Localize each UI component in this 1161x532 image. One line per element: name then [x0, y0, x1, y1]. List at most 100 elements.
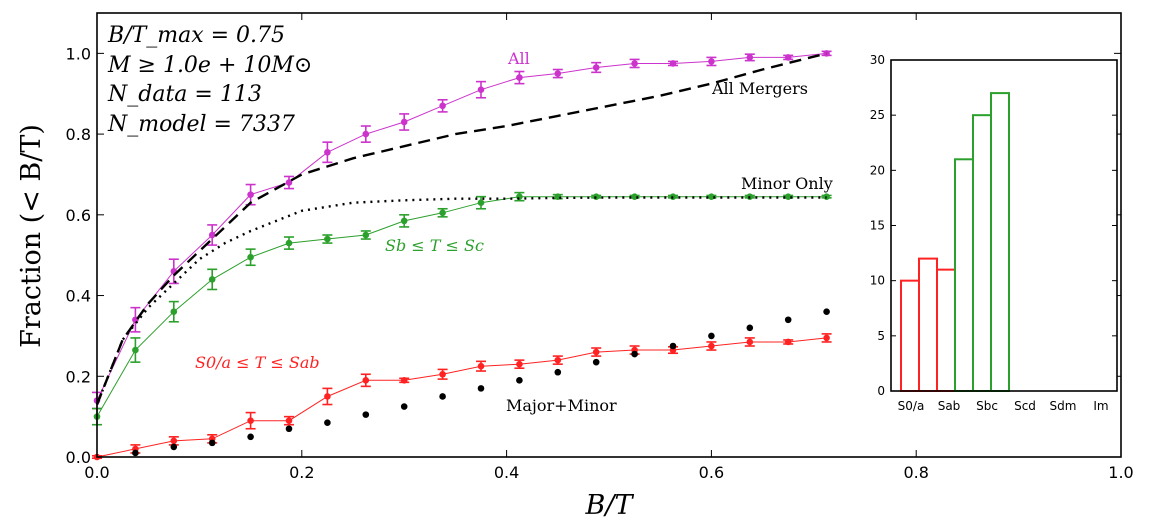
series-1-point: [439, 209, 446, 217]
series-1-line: [96, 196, 827, 417]
x-tick-label: 0.6: [699, 463, 724, 482]
series-0-point: [439, 102, 446, 110]
label-minor-only: Minor Only: [741, 174, 833, 193]
series-0-point: [362, 130, 370, 138]
series-1-point: [631, 193, 638, 200]
annotation-bt-max: B/T_max = 0.75: [107, 23, 285, 48]
series-2-point: [784, 338, 792, 346]
series-2-point: [554, 356, 562, 364]
major-minor-point: [247, 433, 254, 441]
major-minor-point: [669, 342, 677, 350]
major-minor-point: [592, 358, 600, 366]
major-minor-point: [170, 443, 178, 451]
annotation-n-model: N_model = 7337: [107, 112, 295, 137]
inset-y-tick-label: 5: [877, 329, 885, 343]
x-tick-label: 0.4: [494, 463, 519, 482]
annotation-mass: M ≥ 1.0e + 10M⊙: [107, 53, 312, 78]
main-plot: 0.0 0.2 0.4 0.6 0.8 1.0 0.0 0.2 0.4 0.6 0.8 1.0: [66, 12, 1134, 482]
y-tick-label: 0.8: [66, 125, 91, 144]
inset-chart: 0 5 10 15 20 25 30 S0/a Sab Sbc Scd Sdm Im: [870, 53, 1118, 413]
series-2-point: [170, 437, 178, 445]
inset-x-tick-label: Sbc: [976, 399, 998, 413]
major-minor-point: [631, 350, 638, 358]
inset-y-tick-label: 25: [870, 108, 885, 122]
series-1-point: [400, 217, 408, 225]
y-tick-label: 1.0: [66, 44, 91, 63]
series-0-point: [823, 50, 830, 57]
y-tick-label: 0.0: [66, 448, 91, 467]
series-1-point: [784, 193, 792, 200]
label-all: All: [507, 49, 530, 68]
main-axes-frame: [96, 12, 1122, 458]
series-1-point: [362, 231, 370, 239]
major-minor-point: [477, 385, 485, 392]
major-minor-point: [362, 411, 370, 418]
inset-y-tick-label: 30: [870, 53, 885, 67]
series-0-point: [631, 60, 638, 67]
series-1-point: [208, 276, 216, 283]
y-tick-label: 0.4: [66, 287, 91, 306]
series-0-point: [669, 60, 677, 67]
series-0-point: [324, 148, 331, 156]
major-minor-point: [439, 393, 446, 400]
inset-y-tick-label: 15: [870, 219, 885, 233]
series-2-point: [439, 370, 446, 378]
series-2-point: [400, 377, 408, 384]
all-mergers-line: [95, 52, 827, 405]
x-tick-label: 0.8: [903, 463, 928, 482]
inset-x-tick-label: S0/a: [898, 399, 925, 413]
series-1-point: [247, 253, 254, 261]
minor-only-line: [95, 196, 827, 405]
major-minor-point: [208, 439, 216, 447]
major-minor-point: [746, 324, 754, 332]
x-tick-label: 1.0: [1108, 463, 1133, 482]
inset-x-tick-label: Scd: [1014, 399, 1036, 413]
series-2-point: [516, 360, 523, 368]
series-0-point: [516, 74, 523, 81]
major-minor-point: [784, 316, 792, 324]
series-0-point: [400, 118, 408, 126]
series-1-point: [170, 308, 178, 315]
series-2-point: [477, 362, 485, 370]
series-1-point: [516, 193, 523, 200]
main-ticks-layer: 0.0 0.2 0.4 0.6 0.8 1.0 0.0 0.2 0.4 0.6 0.8 1.0: [66, 13, 1134, 482]
series-2-point: [823, 334, 830, 342]
x-tick-label: 0.0: [84, 463, 109, 482]
inset-ticks-layer: 0 5 10 15 20 25 30 S0/a Sab Sbc Scd Sdm Im: [870, 53, 1117, 413]
inset-y-tick-label: 0: [877, 384, 885, 398]
series-0-line: [96, 52, 827, 401]
label-major-minor: Major+Minor: [506, 396, 617, 415]
series-2-point: [324, 393, 331, 400]
label-all-mergers: All Mergers: [711, 79, 808, 98]
series-0-point: [477, 86, 485, 93]
series-1-point: [477, 199, 485, 207]
series-0-point: [708, 58, 715, 65]
inset-x-tick-label: Sdm: [1050, 399, 1077, 413]
series-0-point: [784, 54, 792, 61]
major-minor-point: [516, 377, 523, 384]
major-minor-point: [823, 308, 830, 315]
series-2-point: [247, 417, 254, 424]
annotation-n-data: N_data = 113: [107, 82, 262, 107]
inset-x-tick-label: Sab: [938, 399, 961, 413]
series-2-point: [592, 348, 600, 356]
series-0-point: [285, 179, 293, 186]
series-0-point: [592, 64, 600, 71]
major-minor-point: [132, 449, 139, 457]
major-minor-point: [285, 425, 293, 433]
major-minor-point: [400, 403, 408, 410]
series-0-point: [746, 54, 754, 61]
series-1-point: [324, 235, 331, 243]
main-series-layer: [92, 50, 832, 461]
series-2-line: [96, 337, 827, 458]
inset-background: [891, 60, 1117, 391]
x-tick-label: 0.2: [289, 463, 314, 482]
y-tick-label: 0.2: [66, 367, 91, 386]
series-2-point: [285, 417, 293, 424]
series-1-point: [708, 193, 715, 200]
series-0-point: [208, 231, 216, 239]
series-2-point: [708, 342, 715, 350]
inset-y-tick-label: 20: [870, 163, 885, 177]
series-2-point: [746, 338, 754, 346]
series-2-point: [362, 377, 370, 384]
